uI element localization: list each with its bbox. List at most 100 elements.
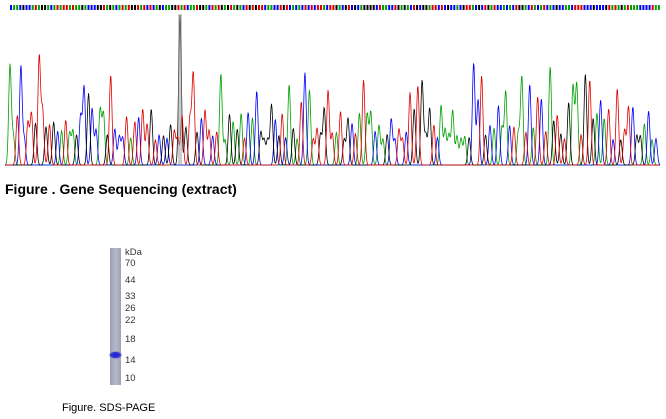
- base-call: [589, 5, 592, 10]
- base-call: [165, 5, 167, 10]
- base-call: [419, 5, 422, 10]
- base-call: [413, 5, 415, 10]
- base-call: [50, 5, 53, 10]
- base-call: [409, 5, 412, 10]
- base-call: [552, 5, 555, 10]
- base-call: [462, 5, 465, 10]
- base-call: [444, 5, 446, 10]
- base-call: [239, 5, 242, 10]
- base-call: [351, 5, 353, 10]
- base-call: [158, 5, 161, 10]
- base-call: [537, 5, 539, 10]
- base-call: [509, 5, 512, 10]
- base-call: [391, 5, 394, 10]
- base-call: [10, 5, 12, 10]
- base-call: [530, 5, 533, 10]
- base-call: [267, 5, 270, 10]
- base-call: [332, 5, 335, 10]
- base-call: [96, 5, 99, 10]
- base-call: [344, 5, 347, 10]
- base-call: [53, 5, 56, 10]
- base-call: [254, 5, 257, 10]
- base-call: [611, 5, 614, 10]
- base-call: [403, 5, 406, 10]
- base-call: [202, 5, 205, 10]
- base-call: [146, 5, 149, 10]
- base-call: [196, 5, 198, 10]
- base-call: [13, 5, 16, 10]
- base-call: [574, 5, 577, 10]
- base-call: [397, 5, 400, 10]
- base-call: [450, 5, 453, 10]
- base-call: [378, 5, 381, 10]
- base-call: [186, 5, 189, 10]
- base-call: [416, 5, 419, 10]
- base-call: [487, 5, 490, 10]
- base-call: [19, 5, 22, 10]
- highlight: [178, 14, 182, 166]
- marker-label: 33: [125, 291, 136, 302]
- chromatogram: [4, 5, 661, 166]
- base-call: [72, 5, 74, 10]
- base-call: [645, 5, 648, 10]
- base-call: [205, 5, 208, 10]
- base-call: [648, 5, 651, 10]
- base-call: [180, 5, 183, 10]
- base-call: [639, 5, 642, 10]
- base-call: [592, 5, 595, 10]
- base-call: [630, 5, 632, 10]
- base-call: [524, 5, 527, 10]
- base-call: [264, 5, 267, 10]
- base-call: [313, 5, 316, 10]
- base-call: [31, 5, 34, 10]
- base-call: [568, 5, 570, 10]
- base-call: [496, 5, 499, 10]
- base-call: [490, 5, 493, 10]
- base-call: [41, 5, 43, 10]
- base-call: [171, 5, 174, 10]
- base-call: [276, 5, 279, 10]
- base-call: [543, 5, 546, 10]
- base-call: [149, 5, 152, 10]
- base-call: [608, 5, 611, 10]
- marker-label: 44: [125, 275, 136, 286]
- gel-caption: Figure. SDS-PAGE: [62, 402, 156, 414]
- base-call: [118, 5, 121, 10]
- base-call: [502, 5, 505, 10]
- base-call: [124, 5, 127, 10]
- base-call: [465, 5, 468, 10]
- base-call: [59, 5, 62, 10]
- base-call: [434, 5, 437, 10]
- base-call: [475, 5, 477, 10]
- base-call: [651, 5, 654, 10]
- base-call: [34, 5, 37, 10]
- base-call: [134, 5, 136, 10]
- base-call: [527, 5, 530, 10]
- base-call: [605, 5, 608, 10]
- base-call: [431, 5, 434, 10]
- base-call: [143, 5, 146, 10]
- base-call: [533, 5, 536, 10]
- base-call: [326, 5, 329, 10]
- base-call: [564, 5, 567, 10]
- base-call: [571, 5, 574, 10]
- base-call: [512, 5, 515, 10]
- base-call: [320, 5, 322, 10]
- base-call: [546, 5, 549, 10]
- marker-label: 70: [125, 258, 136, 269]
- base-call: [617, 5, 620, 10]
- base-call: [347, 5, 350, 10]
- base-call: [338, 5, 341, 10]
- base-call: [87, 5, 90, 10]
- base-call: [561, 5, 564, 10]
- base-call: [360, 5, 363, 10]
- base-call: [78, 5, 81, 10]
- base-call: [310, 5, 313, 10]
- base-call: [261, 5, 264, 10]
- base-call: [540, 5, 543, 10]
- base-call: [499, 5, 502, 10]
- trace: [5, 14, 660, 166]
- base-call: [208, 5, 211, 10]
- base-call: [270, 5, 273, 10]
